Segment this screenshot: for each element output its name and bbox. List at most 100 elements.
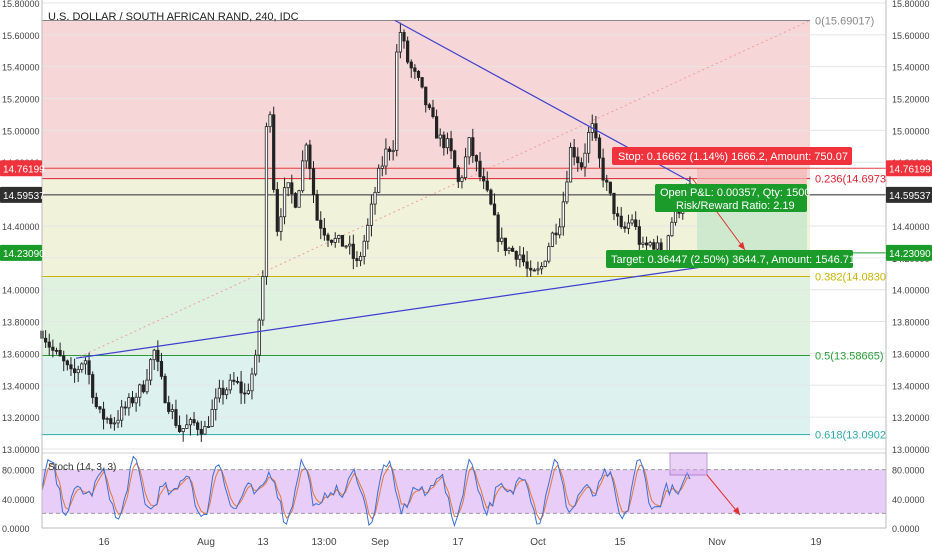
candle-body <box>94 397 98 408</box>
x-axis-label: 17 <box>452 537 464 548</box>
candle-body <box>489 189 493 205</box>
projection-arrowhead <box>738 242 745 250</box>
left-price-tick: 14.00000 <box>2 286 40 296</box>
candle-body <box>203 426 207 435</box>
candle-body <box>315 194 319 221</box>
left-price-tick: 13.00000 <box>2 445 40 455</box>
candle-body <box>62 355 66 362</box>
candle-body <box>149 359 153 381</box>
candle-body <box>83 360 88 365</box>
candle-body <box>134 396 138 404</box>
candle-body <box>644 242 649 246</box>
candle-body <box>442 134 446 149</box>
candle-body <box>623 226 627 229</box>
candle-body <box>619 215 623 228</box>
target-info-label: Target: 0.36447 (2.50%) 3644.7, Amount: … <box>611 254 855 266</box>
right-price-tick: 15.20000 <box>892 95 930 105</box>
stoch-d-line <box>41 462 691 521</box>
candle-body <box>127 397 131 409</box>
candle-body <box>514 250 518 260</box>
candle-body <box>152 349 156 361</box>
candle-body <box>214 397 218 410</box>
candle-body <box>301 160 305 192</box>
fib-level-label: 0.382(14.0830 <box>815 271 886 283</box>
candle-body <box>272 114 276 190</box>
left-price-tick: 13.40000 <box>2 381 40 391</box>
candle-body <box>434 116 439 139</box>
candle-body <box>228 379 232 391</box>
candle-body <box>261 276 265 321</box>
candle-body <box>337 234 341 239</box>
trendline-lower <box>75 257 766 359</box>
candle-body <box>130 397 135 404</box>
candle-body <box>536 268 540 271</box>
stoch-label: Stoch (14, 3, 3) <box>48 462 116 473</box>
fib-level-label: 0(15.69017) <box>815 15 874 27</box>
stoch-right-tick: 40.0000 <box>892 495 925 505</box>
right-price-tick: 13.20000 <box>892 413 930 423</box>
right-target-badge: 14.23090 <box>889 249 931 260</box>
candle-body <box>445 138 450 149</box>
candle-body <box>112 422 117 425</box>
candle-body <box>648 242 652 246</box>
candle-body <box>177 425 182 432</box>
x-axis-label: Aug <box>197 537 215 548</box>
candle-body <box>80 363 84 370</box>
candle-body <box>547 246 551 262</box>
stop-info-label: Stop: 0.16662 (1.14%) 1666.2, Amount: 75… <box>618 151 848 163</box>
candle-body <box>282 187 287 218</box>
x-axis-label: 16 <box>98 537 110 548</box>
candle-body <box>308 144 312 170</box>
candle-body <box>253 354 258 375</box>
candle-body <box>116 419 120 424</box>
candle-body <box>210 409 214 427</box>
candle-body <box>319 219 323 229</box>
candle-body <box>637 226 641 245</box>
candle-body <box>427 104 431 109</box>
left-price-tick: 13.20000 <box>2 413 40 423</box>
fib-diagonal <box>79 20 811 358</box>
candle-body <box>196 422 200 430</box>
candle-body <box>597 137 602 159</box>
candle-body <box>652 242 656 250</box>
candle-body <box>51 346 55 351</box>
candle-body <box>250 373 254 392</box>
x-axis-label: Oct <box>530 537 546 548</box>
candle-body <box>58 350 62 357</box>
candle-body <box>170 409 174 412</box>
candle-body <box>550 232 555 247</box>
candle-body <box>377 167 381 193</box>
right-entry-badge: 14.59537 <box>889 191 931 202</box>
left-price-tick: 14.40000 <box>2 222 40 232</box>
left-price-tick: 15.00000 <box>2 126 40 136</box>
candle-body <box>167 402 171 412</box>
candle-body <box>355 258 359 262</box>
right-price-tick: 15.40000 <box>892 63 930 73</box>
candle-body <box>507 247 511 252</box>
candle-body <box>188 419 193 426</box>
candle-body <box>304 144 308 162</box>
candle-body <box>482 176 486 182</box>
candle-body <box>670 221 674 237</box>
candle-body <box>47 341 51 348</box>
candle-body <box>87 360 91 375</box>
candle-body <box>145 379 149 393</box>
candle-body <box>626 222 631 229</box>
candle-body <box>362 240 366 257</box>
candle-body <box>279 216 283 232</box>
candle-body <box>221 387 225 396</box>
candle-body <box>416 70 421 78</box>
candle-body <box>474 155 479 162</box>
candle-body <box>344 245 348 248</box>
stoch-highlight-box <box>669 452 708 476</box>
candle-body <box>605 179 609 183</box>
candle-body <box>558 226 562 236</box>
candle-body <box>420 77 424 88</box>
candle-body <box>98 406 102 410</box>
x-axis-label: 15 <box>614 537 626 548</box>
candle-body <box>348 243 352 247</box>
candle-body <box>351 243 355 259</box>
candle-body <box>141 384 145 393</box>
left-price-tick: 13.80000 <box>2 318 40 328</box>
